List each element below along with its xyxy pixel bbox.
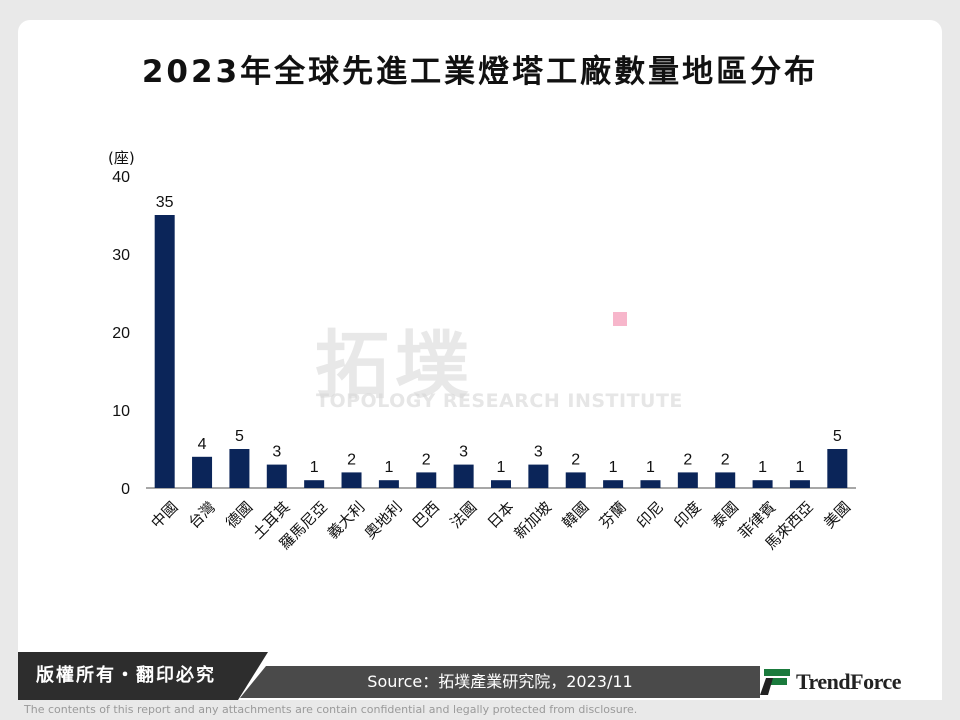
y-tick-label: 0 xyxy=(121,481,130,498)
bar xyxy=(154,215,175,488)
bar xyxy=(715,472,736,488)
data-label: 4 xyxy=(198,436,207,453)
bar xyxy=(528,464,549,488)
data-label: 1 xyxy=(758,459,767,476)
data-label: 2 xyxy=(721,451,730,468)
bar xyxy=(378,480,399,488)
trendforce-logo-icon xyxy=(760,669,790,695)
watermark-accent-square xyxy=(613,312,627,326)
x-tick-label: 新加坡 xyxy=(511,498,556,543)
chart-title: 2023年全球先進工業燈塔工廠數量地區分布 xyxy=(141,54,819,90)
x-tick-label: 芬蘭 xyxy=(596,498,630,532)
bar xyxy=(341,472,362,488)
data-label: 2 xyxy=(422,451,431,468)
watermark-caption: TOPOLOGY RESEARCH INSTITUTE xyxy=(316,390,683,412)
brand-name: TrendForce xyxy=(796,669,901,694)
watermark-logo-text: 拓墣 xyxy=(315,323,475,409)
bar xyxy=(416,472,437,488)
bar xyxy=(827,449,848,488)
y-axis-unit-label: (座) xyxy=(108,149,135,167)
bar xyxy=(640,480,661,488)
disclaimer-text: The contents of this report and any atta… xyxy=(24,703,638,716)
x-tick-label: 中國 xyxy=(147,498,181,532)
data-label: 1 xyxy=(609,459,618,476)
data-label: 2 xyxy=(347,451,356,468)
y-tick-label: 30 xyxy=(112,247,130,264)
x-tick-label: 印尼 xyxy=(633,498,667,532)
bar xyxy=(677,472,698,488)
data-label: 5 xyxy=(833,428,842,445)
x-tick-label: 美國 xyxy=(820,498,854,532)
data-label: 1 xyxy=(795,459,804,476)
bar xyxy=(603,480,624,488)
data-label: 3 xyxy=(459,444,468,461)
data-label: 1 xyxy=(384,459,393,476)
bar xyxy=(192,456,213,488)
x-tick-label: 義大利 xyxy=(324,498,369,543)
bar xyxy=(453,464,474,488)
data-label: 3 xyxy=(534,444,543,461)
bar xyxy=(752,480,773,488)
y-tick-label: 20 xyxy=(112,325,130,342)
data-label: 1 xyxy=(497,459,506,476)
bar xyxy=(565,472,586,488)
x-tick-label: 法國 xyxy=(446,498,480,532)
data-label: 1 xyxy=(310,459,319,476)
data-label: 1 xyxy=(646,459,655,476)
x-tick-label: 印度 xyxy=(671,498,705,532)
data-label: 3 xyxy=(272,444,281,461)
y-tick-label: 10 xyxy=(112,403,130,420)
x-tick-label: 奧地利 xyxy=(361,498,406,543)
bar xyxy=(304,480,325,488)
source-caption: Source：拓墣產業研究院，2023/11 xyxy=(240,666,760,698)
bar xyxy=(229,449,250,488)
data-label: 35 xyxy=(156,194,174,211)
x-tick-label: 台灣 xyxy=(185,498,219,532)
y-tick-label: 40 xyxy=(112,169,130,186)
data-label: 2 xyxy=(683,451,692,468)
x-tick-label: 韓國 xyxy=(559,498,593,532)
bar xyxy=(491,480,511,488)
bar xyxy=(789,480,810,488)
data-label: 2 xyxy=(571,451,580,468)
bar xyxy=(266,464,287,488)
data-label: 5 xyxy=(235,428,244,445)
copyright-banner: 版權所有・翻印必究 xyxy=(18,652,268,700)
x-tick-label: 巴西 xyxy=(409,498,443,532)
trendforce-logo: TrendForce xyxy=(760,664,942,700)
